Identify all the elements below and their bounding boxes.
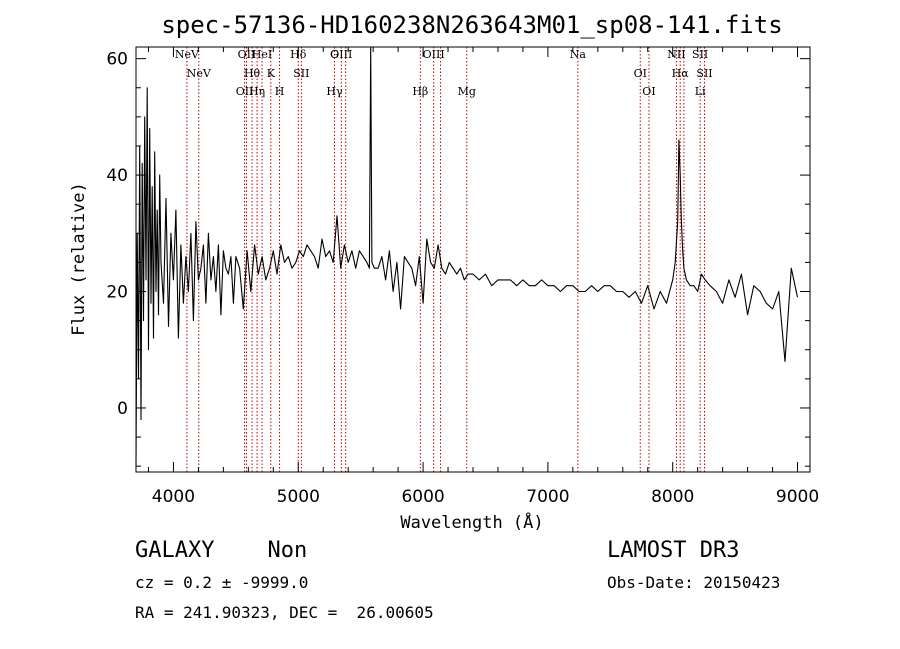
line-label-6-0: HeI	[252, 48, 272, 61]
line-label-17-0: Mg	[458, 85, 476, 98]
line-label-21-0: NII	[667, 48, 685, 61]
spectrum-line	[135, 46, 799, 467]
spectrum-series	[135, 46, 799, 467]
object-class: GALAXY Non	[135, 538, 308, 563]
y-tick-label: 20	[106, 283, 128, 303]
line-label-22-0: Hα	[672, 67, 690, 80]
coordinates-readout: RA = 241.90323, DEC = 26.00605	[135, 603, 434, 622]
line-label-14-0: Hβ	[412, 85, 428, 98]
redshift-readout: cz = 0.2 ± -9999.0	[135, 573, 309, 592]
line-label-5-0: Hη	[249, 85, 265, 98]
line-label-15-0: OIII	[423, 48, 445, 61]
y-tick-label: 0	[117, 399, 128, 419]
x-tick-label: 9000	[776, 487, 819, 507]
line-label-10-0: SII	[293, 67, 309, 80]
line-label-1-0: NeV	[187, 67, 212, 80]
emission-line-markers	[186, 47, 706, 472]
x-tick-label: 4000	[152, 487, 195, 507]
line-label-0-0: NeV	[175, 48, 200, 61]
x-axis-label: Wavelength (Å)	[400, 511, 543, 533]
y-tick-label: 60	[106, 50, 128, 70]
line-label-20-0: OI	[642, 85, 655, 98]
line-label-7-0: K	[267, 67, 276, 80]
x-tick-label: 6000	[401, 487, 444, 507]
line-label-18-0: Na	[570, 48, 587, 61]
line-label-24-0: SII	[692, 48, 708, 61]
line-label-12-0: OIII	[330, 48, 352, 61]
x-axis-ticks: 4000 5000 6000 7000 8000 9000	[147, 47, 819, 507]
chart-title: spec-57136-HD160238N263643M01_sp08-141.f…	[161, 11, 782, 39]
x-tick-label: 8000	[651, 487, 694, 507]
x-tick-label: 7000	[526, 487, 569, 507]
x-tick-label: 5000	[277, 487, 320, 507]
y-axis-label: Flux (relative)	[69, 182, 89, 336]
line-label-4-0: Hθ	[244, 67, 261, 80]
line-label-2-0: OII	[236, 85, 254, 98]
line-label-3-0: OII	[238, 48, 256, 61]
observation-date: Obs-Date: 20150423	[607, 573, 781, 592]
y-axis-ticks: 0 20 40 60	[106, 50, 810, 467]
y-tick-label: 40	[106, 166, 128, 186]
line-label-11-1: Hγ	[326, 85, 343, 98]
line-label-8-0: H	[275, 85, 285, 98]
survey-name: LAMOST DR3	[607, 538, 740, 563]
line-label-11-0: G	[330, 48, 339, 61]
line-label-19-0: OI	[634, 67, 647, 80]
emission-line-labels: NeVNeVOIIOIIHθHηHeIKHHδSIIGHγOIIIHβOIIIM…	[175, 48, 713, 98]
line-label-25-0: SII	[696, 67, 712, 80]
line-label-24-1: Li	[695, 85, 706, 98]
